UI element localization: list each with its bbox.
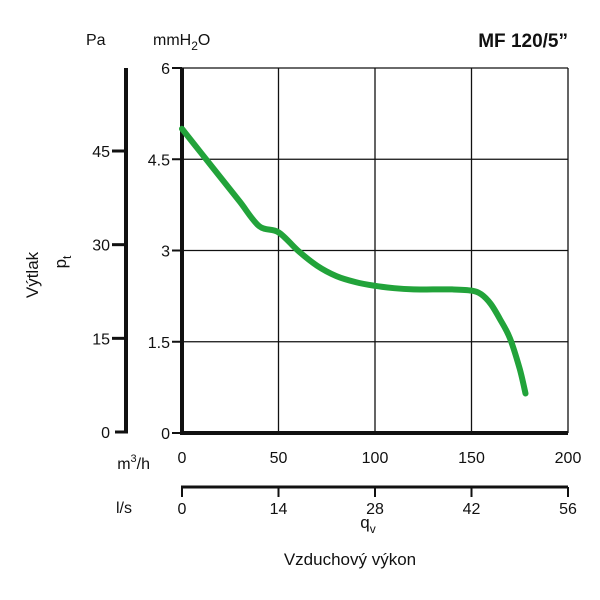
x-tick-label-ls: 42 <box>463 501 481 518</box>
left-y-ticks: 0 15 30 45 <box>92 144 126 442</box>
x-symbol-sub: v <box>370 522 376 536</box>
right-y-ticks: 0 1.5 3 4.5 6 <box>148 61 182 443</box>
right-y-tick-label: 1.5 <box>148 335 170 352</box>
x-axis-symbol: qv <box>360 513 375 536</box>
y-axis-title: Výtlak <box>23 251 42 298</box>
series-line <box>179 125 529 397</box>
left-y-tick-label: 0 <box>101 425 110 442</box>
x-tick-label-m3h: 0 <box>178 450 187 467</box>
x-unit-m3h: m3/h <box>117 453 150 473</box>
x-tick-label-m3h: 50 <box>270 450 288 467</box>
y-symbol: p <box>51 259 70 268</box>
svg-text:pt: pt <box>51 255 74 268</box>
left-y-tick-label: 30 <box>92 238 110 255</box>
left-y-tick-label: 45 <box>92 144 110 161</box>
right-y-tick-label: 3 <box>161 244 170 261</box>
left-y-unit: Pa <box>86 32 106 49</box>
x-tick-label-m3h: 200 <box>555 450 582 467</box>
x-tick-label-ls: 28 <box>366 501 384 518</box>
x-tick-label-ls: 56 <box>559 501 577 518</box>
x-ticks-ls: 0 14 28 42 56 <box>178 487 577 518</box>
series-layer <box>179 125 529 397</box>
x-unit-sup: 3 <box>131 453 137 465</box>
x-tick-label-ls: 14 <box>270 501 288 518</box>
right-y-tick-label: 4.5 <box>148 152 170 169</box>
right-y-unit-sub: 2 <box>191 39 198 53</box>
x-unit-ls: l/s <box>116 500 132 517</box>
y-axis-symbol: pt <box>51 255 74 268</box>
y-symbol-sub: t <box>60 255 74 259</box>
x-unit-base: m <box>117 456 130 473</box>
right-y-unit-suffix: O <box>198 32 210 49</box>
right-y-tick-label: 0 <box>161 426 170 443</box>
x-tick-label-m3h: 100 <box>362 450 389 467</box>
x-tick-label-ls: 0 <box>178 501 187 518</box>
right-y-tick-label: 6 <box>161 61 170 78</box>
grid <box>182 67 569 433</box>
x-ticks-m3h: 0 50 100 150 200 <box>178 450 582 467</box>
x-symbol: q <box>360 513 369 532</box>
x-tick-label-m3h: 150 <box>458 450 485 467</box>
left-y-tick-label: 15 <box>92 331 110 348</box>
y-axis-label: Výtlak <box>23 251 42 298</box>
right-y-unit-prefix: mmH <box>153 32 191 49</box>
x-unit-rest: /h <box>137 456 150 473</box>
right-y-unit: mmH2O <box>153 32 210 53</box>
chart-title: MF 120/5” <box>478 31 568 52</box>
x-axis-label: Vzduchový výkon <box>284 550 416 569</box>
